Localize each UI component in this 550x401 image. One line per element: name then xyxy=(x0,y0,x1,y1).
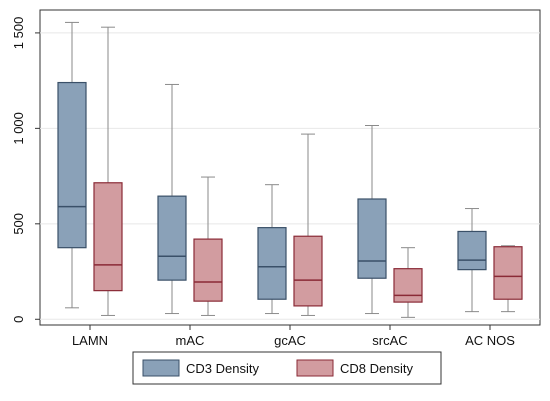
box-group-3 xyxy=(357,125,423,318)
y-tick-label-1: 500 xyxy=(11,213,26,235)
box-s1-c4 xyxy=(493,246,523,300)
boxes-layer xyxy=(57,21,523,318)
box-s0-c0 xyxy=(57,81,87,249)
legend-label-cd3: CD3 Density xyxy=(186,361,259,376)
grid-layer xyxy=(40,32,540,320)
x-tick-label-0: LAMN xyxy=(72,333,108,348)
box-group-1 xyxy=(157,83,223,316)
plot-frame xyxy=(39,9,541,326)
legend-swatch-cd8 xyxy=(296,359,334,377)
box-group-0 xyxy=(57,21,123,316)
box-group-4 xyxy=(457,208,523,313)
box-s1-c2 xyxy=(293,235,323,307)
box-s0-c2 xyxy=(257,227,287,300)
x-tick-label-1: mAC xyxy=(176,333,205,348)
y-axis: 0 500 1 000 1 500 xyxy=(11,17,40,323)
box-s1-c0 xyxy=(93,182,123,292)
x-tick-label-2: gcAC xyxy=(274,333,306,348)
legend-swatch-cd3 xyxy=(142,359,180,377)
x-axis: LAMN mAC gcAC srcAC AC NOS xyxy=(72,325,515,348)
box-s0-c1 xyxy=(157,195,187,281)
box-s0-c3 xyxy=(357,198,387,279)
box-s0-c4 xyxy=(457,230,487,271)
x-tick-label-4: AC NOS xyxy=(465,333,515,348)
box-s1-c3 xyxy=(393,268,423,303)
y-tick-label-0: 0 xyxy=(11,316,26,323)
y-tick-label-3: 1 500 xyxy=(11,17,26,50)
x-tick-label-3: srcAC xyxy=(372,333,407,348)
box-s1-c1 xyxy=(193,238,223,302)
legend-label-cd8: CD8 Density xyxy=(340,361,413,376)
legend-frame xyxy=(132,351,442,385)
legend: CD3 Density CD8 Density xyxy=(132,351,442,385)
box-group-2 xyxy=(257,133,323,316)
y-tick-label-2: 1 000 xyxy=(11,112,26,145)
